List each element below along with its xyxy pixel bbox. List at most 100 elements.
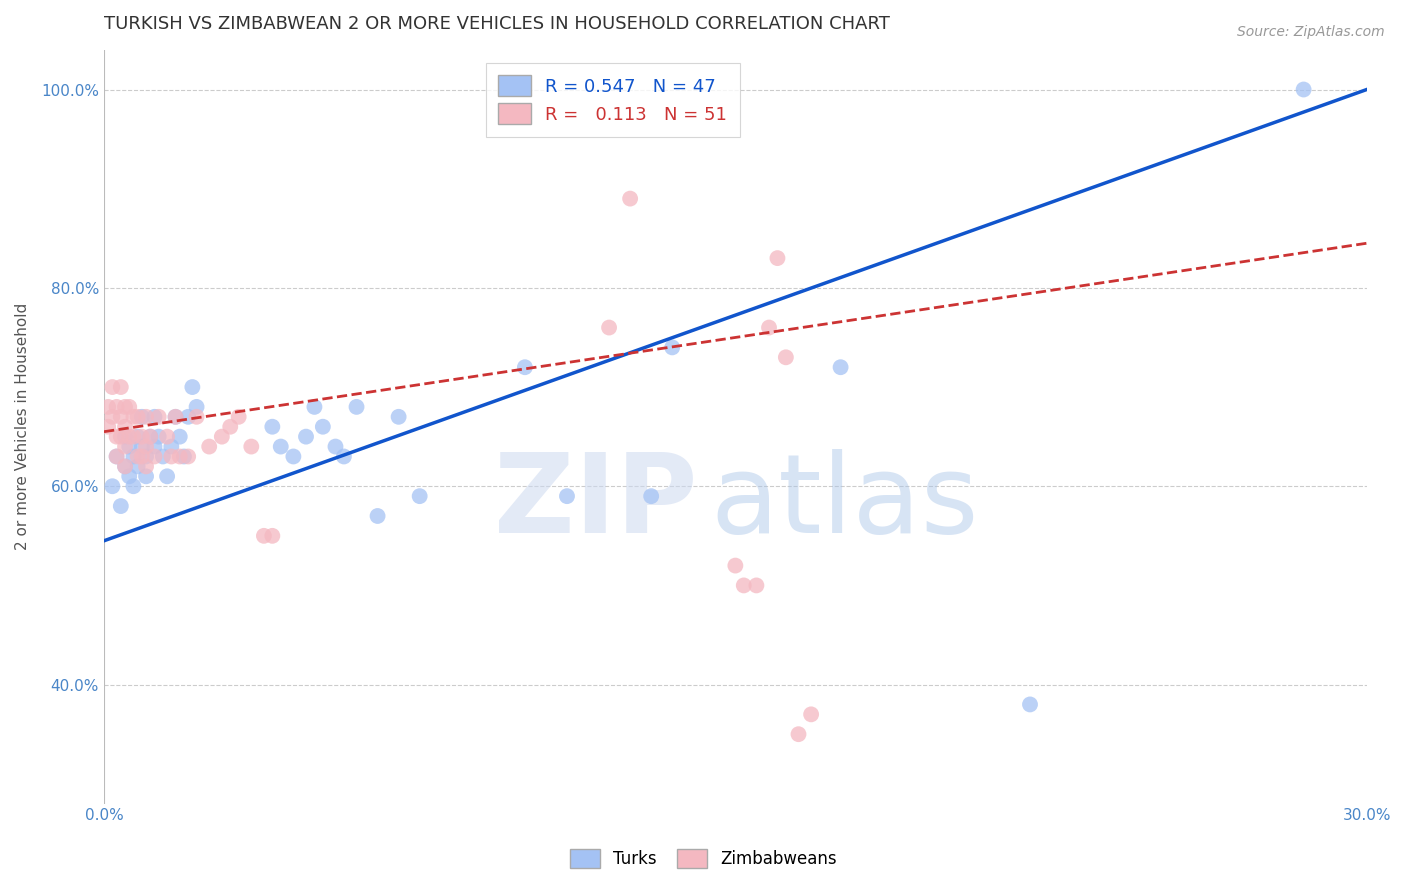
Point xyxy=(110,430,132,444)
Point xyxy=(127,409,149,424)
Point xyxy=(114,459,136,474)
Point xyxy=(122,409,145,424)
Point xyxy=(228,409,250,424)
Point xyxy=(262,529,284,543)
Point xyxy=(775,351,797,365)
Point xyxy=(97,400,120,414)
Point xyxy=(135,459,157,474)
Text: Source: ZipAtlas.com: Source: ZipAtlas.com xyxy=(1237,25,1385,39)
Point xyxy=(800,707,823,722)
Point xyxy=(135,469,157,483)
Point xyxy=(127,459,149,474)
Point xyxy=(388,409,411,424)
Point xyxy=(211,430,233,444)
Point xyxy=(181,380,204,394)
Point xyxy=(97,419,120,434)
Point xyxy=(304,400,326,414)
Point xyxy=(177,450,200,464)
Point xyxy=(135,440,157,454)
Point xyxy=(724,558,747,573)
Point xyxy=(240,440,263,454)
Y-axis label: 2 or more Vehicles in Household: 2 or more Vehicles in Household xyxy=(15,303,30,550)
Point xyxy=(148,430,170,444)
Point xyxy=(139,430,162,444)
Point xyxy=(661,340,683,354)
Point xyxy=(346,400,368,414)
Point xyxy=(152,450,174,464)
Point xyxy=(408,489,430,503)
Point xyxy=(186,400,208,414)
Point xyxy=(143,440,166,454)
Point xyxy=(105,400,128,414)
Point xyxy=(555,489,578,503)
Point xyxy=(333,450,356,464)
Point xyxy=(135,450,157,464)
Point xyxy=(101,409,124,424)
Point xyxy=(131,409,153,424)
Text: ZIP: ZIP xyxy=(494,449,697,556)
Point xyxy=(139,430,162,444)
Text: atlas: atlas xyxy=(710,449,979,556)
Legend: Turks, Zimbabweans: Turks, Zimbabweans xyxy=(562,842,844,875)
Point xyxy=(619,192,641,206)
Point xyxy=(165,409,187,424)
Point xyxy=(143,409,166,424)
Point xyxy=(198,440,221,454)
Point xyxy=(110,499,132,513)
Point xyxy=(295,430,318,444)
Point xyxy=(169,450,191,464)
Point xyxy=(114,419,136,434)
Point xyxy=(131,450,153,464)
Point xyxy=(733,578,755,592)
Point xyxy=(118,469,141,483)
Point xyxy=(325,440,347,454)
Point xyxy=(787,727,810,741)
Point xyxy=(105,430,128,444)
Point xyxy=(122,430,145,444)
Point xyxy=(114,440,136,454)
Point xyxy=(598,320,620,334)
Point xyxy=(186,409,208,424)
Point xyxy=(110,380,132,394)
Point xyxy=(270,440,292,454)
Point xyxy=(283,450,305,464)
Point xyxy=(114,459,136,474)
Point xyxy=(127,450,149,464)
Point xyxy=(127,430,149,444)
Point xyxy=(105,450,128,464)
Point xyxy=(114,430,136,444)
Point xyxy=(173,450,195,464)
Point xyxy=(110,409,132,424)
Point xyxy=(156,430,179,444)
Point xyxy=(101,479,124,493)
Point xyxy=(118,440,141,454)
Legend: R = 0.547   N = 47, R =   0.113   N = 51: R = 0.547 N = 47, R = 0.113 N = 51 xyxy=(485,62,740,136)
Point xyxy=(114,400,136,414)
Point xyxy=(122,479,145,493)
Point xyxy=(105,450,128,464)
Point xyxy=(758,320,780,334)
Point xyxy=(118,430,141,444)
Point xyxy=(143,450,166,464)
Point xyxy=(513,360,536,375)
Point xyxy=(262,419,284,434)
Point xyxy=(131,430,153,444)
Point xyxy=(253,529,276,543)
Point xyxy=(177,409,200,424)
Point xyxy=(160,440,183,454)
Point xyxy=(312,419,335,434)
Point xyxy=(135,409,157,424)
Point xyxy=(131,440,153,454)
Point xyxy=(766,251,789,265)
Point xyxy=(118,400,141,414)
Point xyxy=(745,578,768,592)
Point xyxy=(169,430,191,444)
Point xyxy=(219,419,242,434)
Point xyxy=(160,450,183,464)
Point xyxy=(367,508,389,523)
Text: TURKISH VS ZIMBABWEAN 2 OR MORE VEHICLES IN HOUSEHOLD CORRELATION CHART: TURKISH VS ZIMBABWEAN 2 OR MORE VEHICLES… xyxy=(104,15,890,33)
Point xyxy=(148,409,170,424)
Point xyxy=(101,380,124,394)
Point xyxy=(156,469,179,483)
Point xyxy=(1019,698,1042,712)
